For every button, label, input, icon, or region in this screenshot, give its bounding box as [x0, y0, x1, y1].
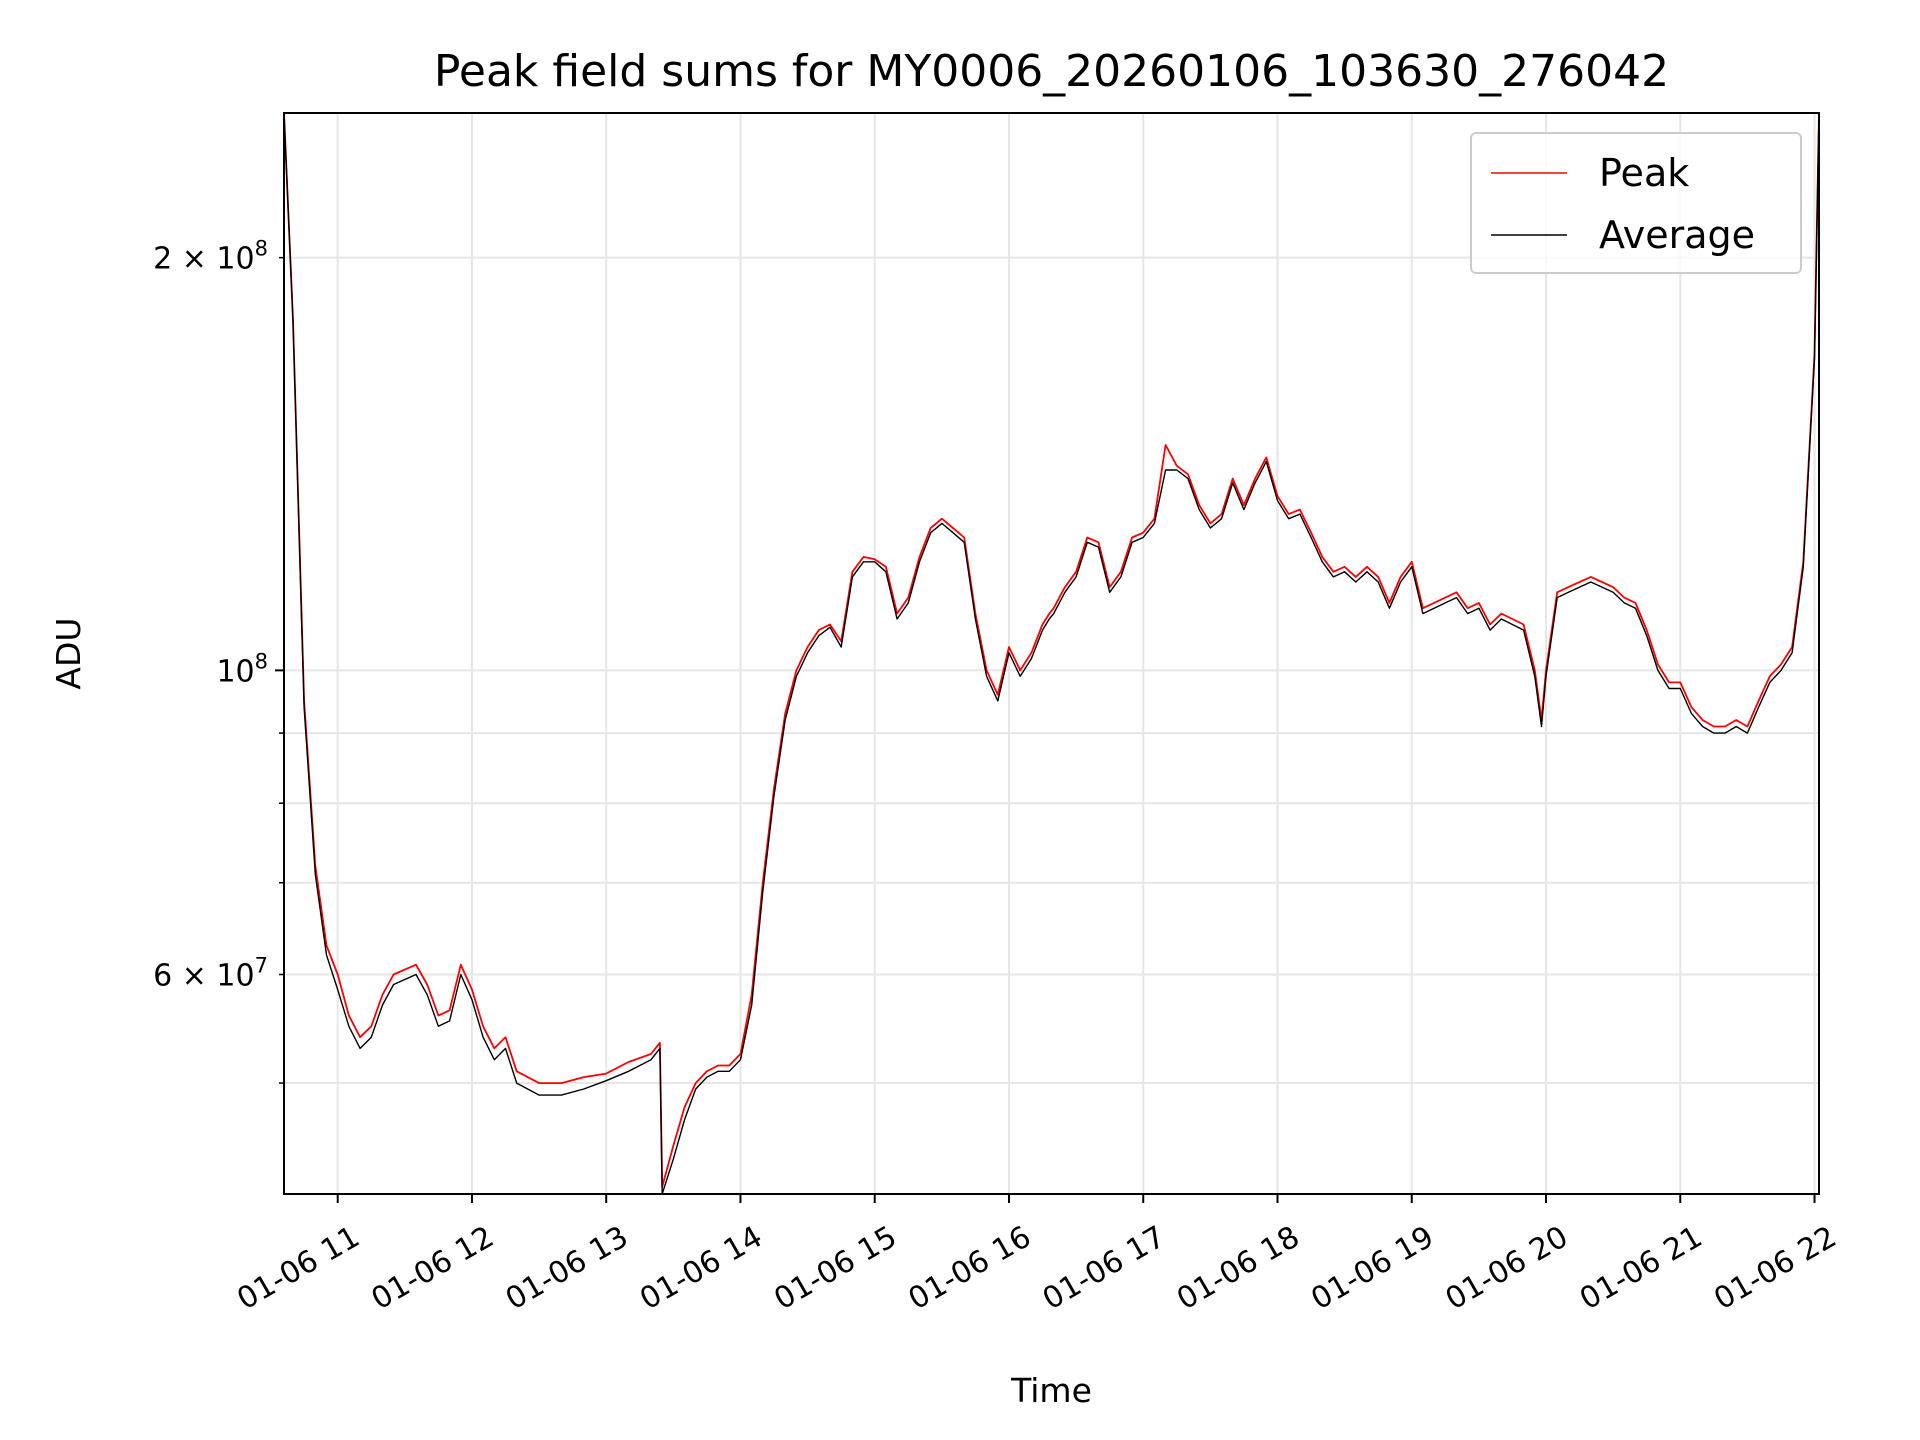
x-axis-title: Time	[1010, 1371, 1092, 1410]
y-tick-label: 6 × 107	[153, 954, 268, 994]
legend-label-average: Average	[1599, 213, 1755, 257]
legend: Peak Average	[1470, 132, 1802, 274]
legend-box	[1470, 132, 1802, 274]
plot-frame	[283, 112, 1820, 1195]
y-axis-title: ADU	[49, 617, 88, 689]
series-line-average	[284, 113, 1819, 1194]
series-group	[284, 113, 1819, 1194]
chart-title: Peak field sums for MY0006_20260106_1036…	[434, 46, 1669, 97]
y-tick-label: 108	[216, 649, 268, 689]
legend-label-peak: Peak	[1599, 151, 1689, 195]
series-line-peak	[284, 113, 1819, 1188]
grid	[284, 113, 1819, 1194]
y-tick-label: 2 × 108	[153, 237, 268, 277]
